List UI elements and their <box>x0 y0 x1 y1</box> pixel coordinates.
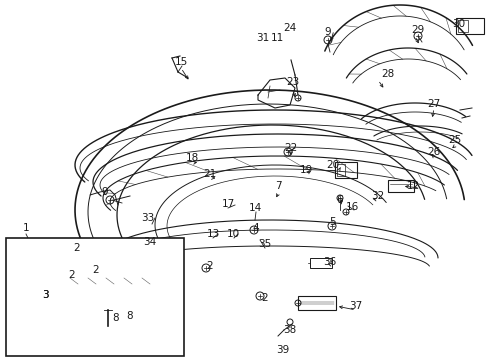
Text: 28: 28 <box>381 69 394 79</box>
Bar <box>457 20 467 32</box>
Text: 27: 27 <box>427 99 440 109</box>
Text: 13: 13 <box>206 229 219 239</box>
Text: 21: 21 <box>203 169 216 179</box>
Text: 9: 9 <box>102 187 108 197</box>
Text: 24: 24 <box>283 23 296 33</box>
Text: 1: 1 <box>22 223 29 233</box>
Text: 3: 3 <box>41 290 48 300</box>
Text: 14: 14 <box>248 203 261 213</box>
Text: 8: 8 <box>126 311 133 321</box>
Text: 35: 35 <box>258 239 271 249</box>
Bar <box>6 238 183 356</box>
Text: 16: 16 <box>345 202 358 212</box>
Text: 3: 3 <box>41 290 48 300</box>
Text: 22: 22 <box>284 143 297 153</box>
Text: 23: 23 <box>286 77 299 87</box>
Text: 8: 8 <box>112 313 119 323</box>
Text: 29: 29 <box>410 25 424 35</box>
Text: 12: 12 <box>406 181 419 191</box>
Text: 2: 2 <box>206 261 213 271</box>
Text: 17: 17 <box>221 199 234 209</box>
Text: 11: 11 <box>270 33 283 43</box>
Bar <box>334 162 356 178</box>
Text: 20: 20 <box>326 160 339 170</box>
Text: 15: 15 <box>174 57 187 67</box>
Text: 7: 7 <box>274 181 281 191</box>
Bar <box>297 296 335 310</box>
Bar <box>387 180 413 192</box>
Text: 25: 25 <box>447 135 461 145</box>
Text: 2: 2 <box>93 265 99 275</box>
Text: 34: 34 <box>143 237 156 247</box>
Text: 19: 19 <box>299 165 312 175</box>
Text: 30: 30 <box>451 19 465 29</box>
Text: 32: 32 <box>370 191 384 201</box>
Bar <box>336 164 345 176</box>
Text: 2: 2 <box>261 293 268 303</box>
Bar <box>455 18 483 34</box>
Text: 38: 38 <box>283 325 296 335</box>
Text: 31: 31 <box>256 33 269 43</box>
Text: 39: 39 <box>276 345 289 355</box>
Text: 10: 10 <box>226 229 239 239</box>
Text: 6: 6 <box>336 195 343 205</box>
Text: 26: 26 <box>427 147 440 157</box>
Text: 4: 4 <box>252 223 259 233</box>
Text: 2: 2 <box>74 243 80 253</box>
Text: 2: 2 <box>68 270 75 280</box>
Text: 9: 9 <box>324 27 331 37</box>
Bar <box>309 258 331 268</box>
Text: 5: 5 <box>328 217 335 227</box>
Text: 33: 33 <box>141 213 154 223</box>
Text: 37: 37 <box>348 301 362 311</box>
Text: 36: 36 <box>323 257 336 267</box>
Text: 18: 18 <box>185 153 198 163</box>
